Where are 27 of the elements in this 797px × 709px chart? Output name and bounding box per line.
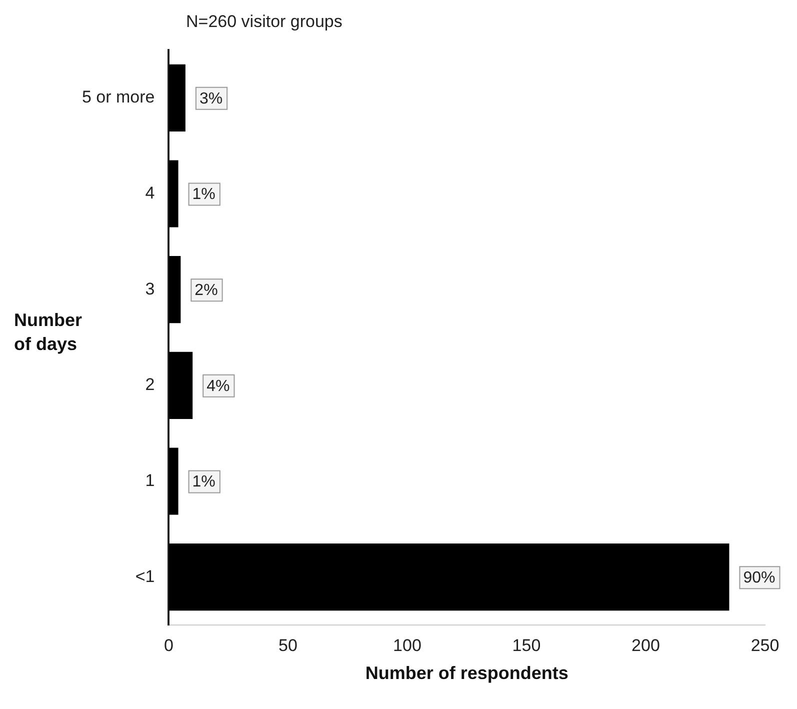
x-tick-label: 200	[632, 636, 660, 655]
annotation: 3%	[199, 90, 223, 108]
x-tick-label: 150	[512, 636, 541, 655]
chart-title: N=260 visitor groups	[186, 12, 342, 32]
y-tick-label: 5 or more	[82, 88, 155, 107]
bar	[168, 544, 730, 611]
bar	[168, 352, 193, 419]
annotation: 1%	[192, 474, 216, 491]
x-tick-label: 250	[750, 636, 780, 655]
bar	[168, 256, 181, 324]
y-tick-label: 4	[145, 183, 155, 202]
annotation: 2%	[194, 282, 218, 299]
x-tick-label: 50	[278, 636, 298, 655]
annotation: 90%	[743, 569, 776, 586]
x-axis-title: Number of respondents	[365, 663, 568, 684]
bar	[168, 160, 178, 228]
y-tick-label: 1	[145, 470, 155, 490]
y-axis-title: Number of days	[14, 309, 84, 356]
annotation: 1%	[192, 186, 216, 204]
y-tick-label: 3	[145, 279, 155, 298]
x-tick-label: 0	[164, 636, 174, 655]
bar	[168, 64, 186, 132]
y-tick-label: <1	[135, 566, 155, 586]
bar	[168, 448, 178, 515]
x-tick-label: 100	[393, 636, 422, 655]
y-tick-label: 2	[145, 375, 155, 394]
annotation: 4%	[206, 378, 230, 395]
